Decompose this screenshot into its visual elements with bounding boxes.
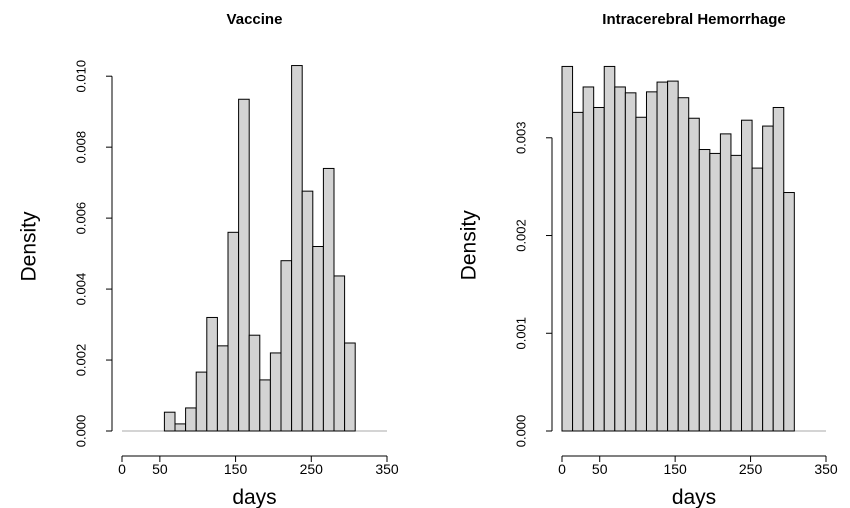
bar: [301, 190, 314, 432]
bar: [333, 275, 346, 432]
bar: [719, 133, 732, 432]
bar: [730, 154, 743, 432]
bar: [624, 92, 637, 432]
x-tick-label: 50: [152, 461, 168, 477]
bar: [561, 65, 574, 432]
bar: [593, 106, 605, 432]
y-tick-label: 0.008: [73, 131, 88, 164]
bar: [698, 149, 711, 432]
x-axis-label: days: [232, 486, 276, 508]
bar: [709, 152, 721, 432]
bar: [322, 167, 335, 432]
y-tick-label: 0.001: [513, 317, 528, 350]
chart-title: Vaccine: [227, 11, 283, 28]
bar: [667, 80, 679, 432]
x-axis-label: days: [672, 486, 716, 508]
x-tick-label: 0: [558, 461, 566, 477]
bar: [227, 231, 240, 432]
y-tick-label: 0.002: [73, 344, 88, 377]
bar: [185, 407, 197, 432]
bar: [572, 111, 584, 432]
bar: [635, 116, 647, 432]
x-tick-label: 150: [224, 461, 248, 477]
bar: [582, 86, 595, 432]
bar: [312, 246, 324, 432]
bar: [269, 352, 282, 432]
bar: [291, 65, 303, 432]
bar: [603, 65, 616, 432]
bar: [163, 411, 176, 432]
x-tick-label: 250: [739, 461, 763, 477]
x-tick-label: 150: [663, 461, 687, 477]
bar: [216, 345, 229, 432]
bar: [688, 117, 700, 432]
bar: [238, 98, 250, 432]
bar: [645, 91, 658, 432]
bar: [174, 423, 187, 432]
chart-title: Intracerebral Hemorrhage: [602, 11, 785, 28]
bar: [614, 86, 626, 432]
bar: [248, 334, 261, 432]
bar: [783, 192, 795, 432]
bar: [195, 371, 208, 432]
bar: [751, 167, 764, 432]
y-tick-label: 0.000: [513, 415, 528, 448]
bar: [280, 260, 293, 432]
y-tick-label: 0.000: [73, 415, 88, 448]
bar: [259, 379, 271, 432]
y-tick-label: 0.002: [513, 219, 528, 252]
bar: [741, 119, 753, 432]
bar: [762, 125, 774, 432]
x-tick-label: 50: [592, 461, 608, 477]
x-tick-label: 0: [118, 461, 126, 477]
bar: [772, 106, 785, 432]
bar: [677, 97, 690, 432]
y-tick-label: 0.010: [73, 60, 88, 93]
y-axis-label: Density: [18, 211, 41, 282]
x-tick-label: 250: [300, 461, 324, 477]
y-tick-label: 0.006: [73, 202, 88, 235]
bar: [344, 342, 356, 432]
x-tick-label: 350: [814, 461, 838, 477]
y-tick-label: 0.003: [513, 122, 528, 155]
y-tick-label: 0.004: [73, 273, 88, 306]
y-axis-label: Density: [458, 210, 481, 281]
bar: [656, 81, 669, 432]
bar: [206, 316, 218, 432]
x-tick-label: 350: [375, 461, 399, 477]
